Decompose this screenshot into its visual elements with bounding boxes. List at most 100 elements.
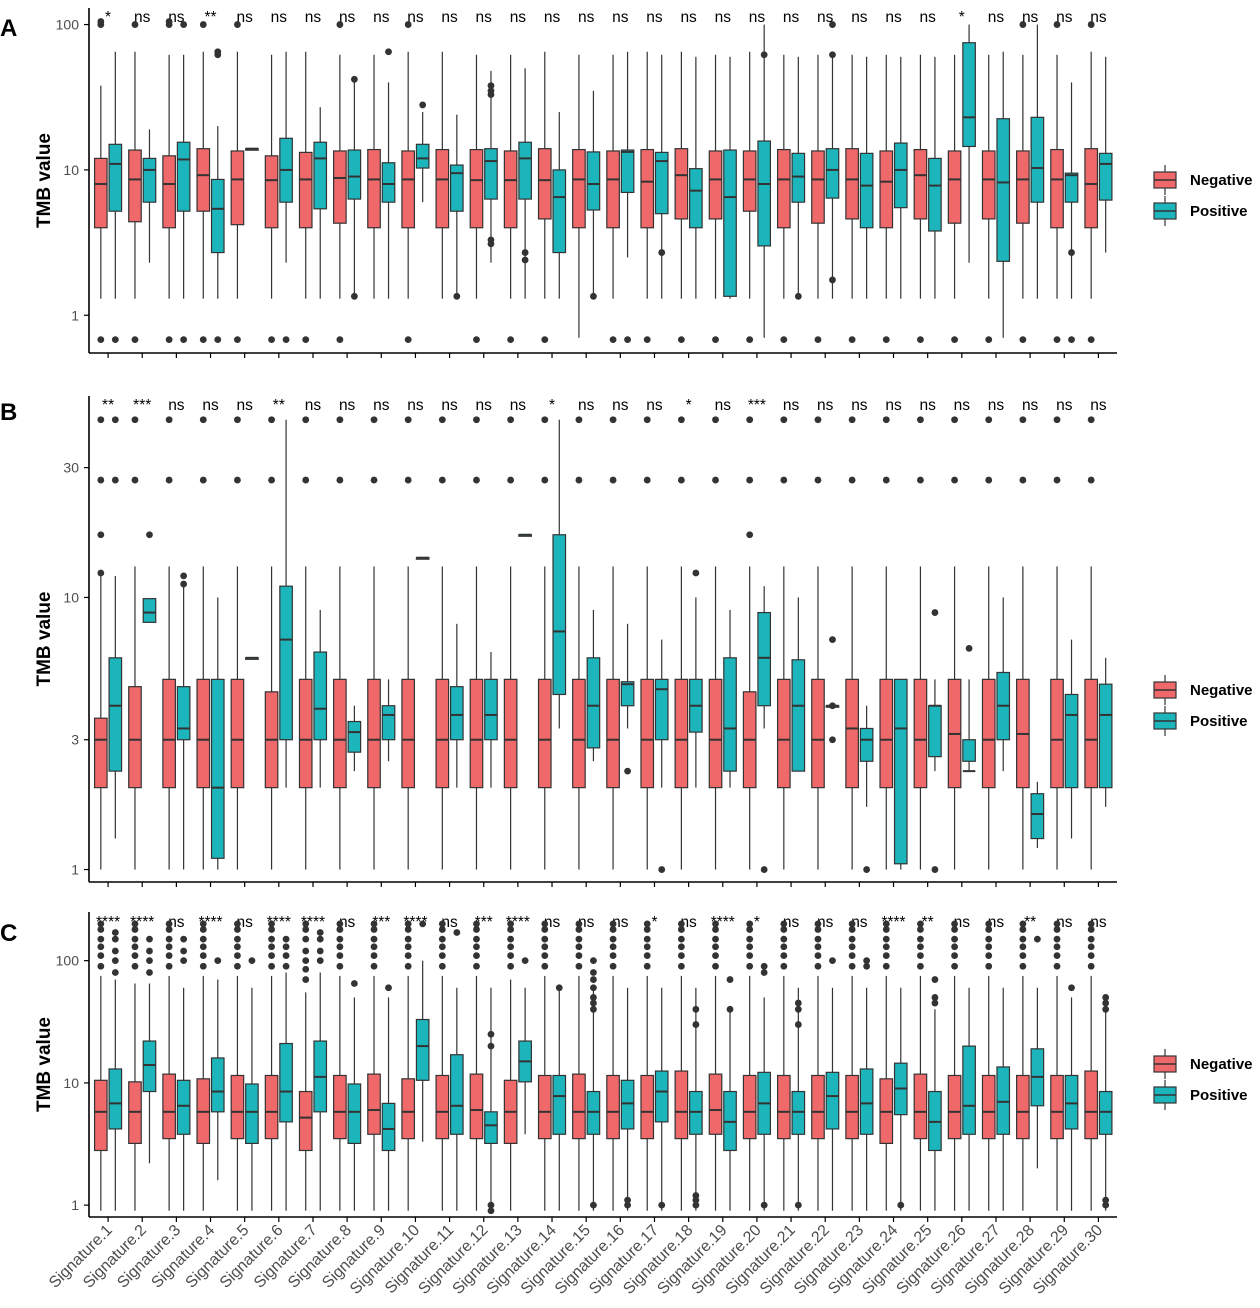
significance-label: ns [236,9,253,26]
significance-label: ns [851,397,868,414]
negative-outlier-point [985,935,993,943]
positive-box [791,152,806,203]
positive-box [210,678,225,859]
significance-label: ns [578,397,595,414]
significance-label: ns [783,914,800,931]
negative-outlier-point [985,476,993,484]
significance-label: ns [817,914,834,931]
negative-outlier-point [97,935,105,943]
positive-outlier-point [658,866,666,873]
significance-label: ** [1024,914,1036,931]
negative-outlier-point [541,416,549,424]
positive-box [1064,693,1079,789]
positive-box [757,140,772,247]
negative-outlier-point [780,935,788,943]
positive-outlier-point [111,336,119,344]
negative-outlier-point [677,943,685,951]
negative-outlier-point [541,476,549,484]
negative-outlier-point [1053,935,1061,943]
negative-outlier-point [165,935,173,943]
negative-outlier-point [1053,962,1061,970]
negative-box [128,149,142,223]
negative-outlier-point [165,336,173,344]
negative-outlier-point [438,476,446,484]
negative-box [469,1073,484,1140]
negative-outlier-point [234,943,241,951]
negative-outlier-point [507,952,515,959]
significance-label: ns [1056,9,1073,26]
negative-outlier-point [165,920,173,928]
negative-outlier-point [199,943,207,951]
negative-outlier-point [985,920,993,928]
negative-outlier-point [1019,952,1027,959]
negative-outlier-point [609,476,617,484]
negative-outlier-point [848,920,856,928]
significance-label: ns [441,9,458,26]
positive-box [996,1066,1011,1135]
negative-box [128,686,142,789]
negative-outlier-point [268,920,275,928]
negative-box [298,1090,313,1152]
significance-label: ns [271,9,288,26]
negative-outlier-point [643,336,651,344]
positive-outlier-point [282,952,290,959]
positive-outlier-point [863,957,871,965]
negative-outlier-point [541,935,549,943]
negative-outlier-point [712,336,719,344]
positive-outlier-point [829,957,836,965]
negative-outlier-point [780,416,788,424]
significance-label: ns [988,914,1005,931]
positive-outlier-point [590,994,597,1001]
positive-outlier-point [829,702,836,710]
negative-outlier-point [199,935,207,943]
negative-box [640,678,655,789]
significance-label: ns [612,9,629,26]
legend: Negative Positive [1153,675,1253,736]
negative-outlier-point [985,952,993,959]
positive-box [996,118,1011,262]
significance-label: ns [202,397,219,414]
positive-outlier-point [1102,1005,1110,1013]
negative-box [435,678,450,789]
negative-outlier-point [609,926,617,933]
significance-label: ns [168,397,185,414]
negative-outlier-point [268,926,275,933]
negative-outlier-point [97,952,105,959]
positive-outlier-point [760,51,768,59]
negative-box [537,678,552,789]
negative-outlier-point [609,962,617,970]
negative-box [913,1073,928,1140]
negative-outlier-point [746,531,754,539]
positive-outlier-point [316,947,324,955]
positive-outlier-point [146,531,153,539]
negative-outlier-point [951,962,958,970]
positive-box [279,585,293,741]
negative-outlier-point [131,935,139,943]
positive-box [176,1079,191,1135]
negative-outlier-point [746,943,754,951]
positive-outlier-point [794,292,802,300]
negative-outlier-point [370,416,378,424]
negative-outlier-point [473,416,480,424]
negative-outlier-point [746,952,754,959]
negative-outlier-point [302,926,310,933]
positive-box [313,141,328,210]
negative-outlier-point [1053,920,1061,928]
negative-box [674,1070,689,1140]
y-axis-label: TMB value [34,133,55,228]
negative-outlier-point [1087,920,1095,928]
negative-box [640,148,655,229]
positive-outlier-point [180,580,188,588]
negative-outlier-point [746,935,754,943]
positive-box [620,1079,635,1130]
negative-outlier-point [97,336,105,344]
significance-label: ns [988,9,1005,26]
y-tick-label: 10 [63,1075,79,1091]
negative-outlier-point [131,962,139,970]
significance-label: ns [954,914,971,931]
negative-box [469,148,484,229]
significance-label: ns [783,397,800,414]
positive-outlier-point [590,999,597,1007]
negative-box [674,678,689,789]
